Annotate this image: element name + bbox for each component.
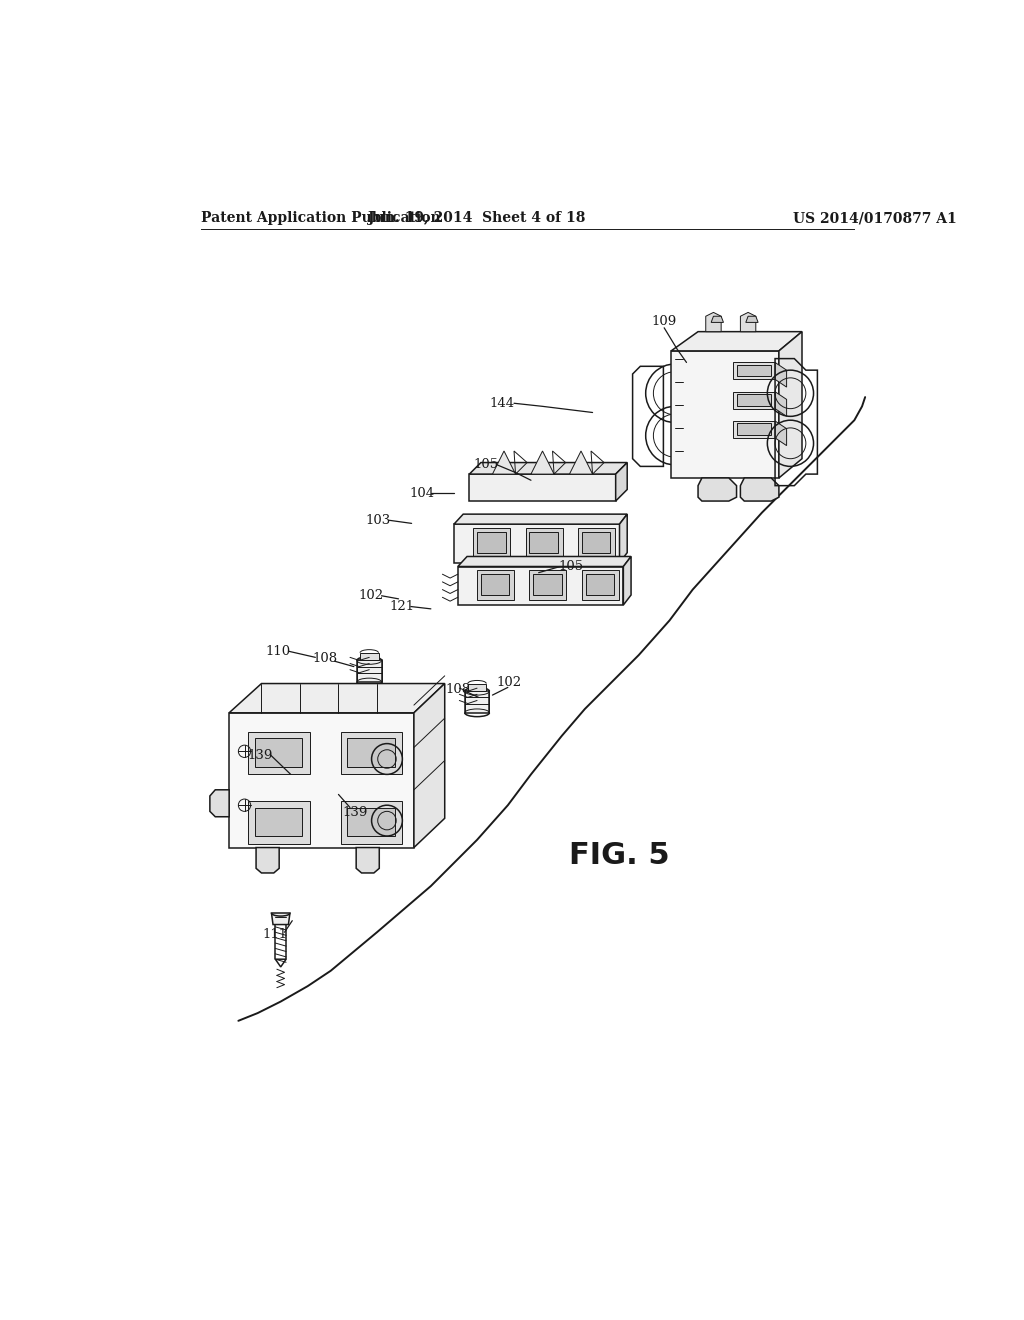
Text: 139: 139 bbox=[343, 807, 368, 820]
Text: FIG. 5: FIG. 5 bbox=[569, 841, 670, 870]
Text: 121: 121 bbox=[389, 601, 414, 612]
Polygon shape bbox=[624, 557, 631, 605]
Polygon shape bbox=[671, 331, 802, 351]
Polygon shape bbox=[736, 395, 771, 405]
Polygon shape bbox=[347, 808, 394, 836]
Text: 108: 108 bbox=[445, 684, 470, 696]
Polygon shape bbox=[582, 570, 618, 599]
Text: Jun. 19, 2014  Sheet 4 of 18: Jun. 19, 2014 Sheet 4 of 18 bbox=[369, 211, 586, 226]
Text: 105: 105 bbox=[474, 458, 499, 471]
Polygon shape bbox=[271, 913, 290, 924]
Polygon shape bbox=[711, 317, 724, 322]
Polygon shape bbox=[229, 713, 414, 847]
Text: US 2014/0170877 A1: US 2014/0170877 A1 bbox=[793, 211, 956, 226]
Polygon shape bbox=[458, 557, 631, 566]
Polygon shape bbox=[671, 351, 779, 478]
Polygon shape bbox=[481, 574, 509, 595]
Polygon shape bbox=[249, 801, 310, 843]
Polygon shape bbox=[255, 738, 302, 767]
Text: 102: 102 bbox=[358, 589, 383, 602]
Text: 105: 105 bbox=[558, 560, 584, 573]
Polygon shape bbox=[347, 738, 394, 767]
Polygon shape bbox=[465, 692, 489, 713]
Polygon shape bbox=[586, 574, 614, 595]
Polygon shape bbox=[736, 424, 771, 434]
Polygon shape bbox=[775, 363, 786, 387]
Polygon shape bbox=[493, 451, 515, 474]
Text: 108: 108 bbox=[312, 652, 337, 665]
Polygon shape bbox=[740, 313, 756, 331]
Text: 102: 102 bbox=[497, 676, 522, 689]
Polygon shape bbox=[256, 847, 280, 873]
Polygon shape bbox=[341, 801, 402, 843]
Polygon shape bbox=[706, 313, 721, 331]
Polygon shape bbox=[534, 574, 562, 595]
Polygon shape bbox=[210, 789, 229, 817]
Polygon shape bbox=[414, 684, 444, 847]
Polygon shape bbox=[357, 660, 382, 682]
Polygon shape bbox=[698, 478, 736, 502]
Text: 103: 103 bbox=[366, 513, 391, 527]
Text: 109: 109 bbox=[651, 315, 677, 329]
Polygon shape bbox=[733, 392, 775, 409]
Polygon shape bbox=[740, 478, 779, 502]
Polygon shape bbox=[529, 570, 566, 599]
Polygon shape bbox=[469, 462, 628, 474]
Polygon shape bbox=[469, 474, 615, 502]
Polygon shape bbox=[249, 733, 310, 775]
Polygon shape bbox=[531, 451, 554, 474]
Polygon shape bbox=[468, 684, 486, 692]
Polygon shape bbox=[775, 392, 786, 416]
Polygon shape bbox=[229, 684, 444, 713]
Polygon shape bbox=[360, 653, 379, 660]
Polygon shape bbox=[473, 528, 510, 557]
Polygon shape bbox=[578, 528, 614, 557]
Text: 110: 110 bbox=[266, 644, 291, 657]
Text: 111: 111 bbox=[263, 928, 288, 941]
Polygon shape bbox=[615, 462, 628, 502]
Polygon shape bbox=[736, 364, 771, 376]
Polygon shape bbox=[255, 808, 302, 836]
Polygon shape bbox=[454, 515, 628, 524]
Polygon shape bbox=[779, 331, 802, 478]
Polygon shape bbox=[341, 733, 402, 775]
Polygon shape bbox=[529, 532, 558, 553]
Text: 144: 144 bbox=[489, 397, 514, 409]
Polygon shape bbox=[454, 524, 620, 562]
Polygon shape bbox=[356, 847, 379, 873]
Text: 139: 139 bbox=[247, 748, 272, 762]
Text: 104: 104 bbox=[409, 487, 434, 500]
Polygon shape bbox=[477, 570, 514, 599]
Text: Patent Application Publication: Patent Application Publication bbox=[202, 211, 441, 226]
Polygon shape bbox=[733, 421, 775, 438]
Polygon shape bbox=[620, 515, 628, 562]
Polygon shape bbox=[477, 532, 506, 553]
Polygon shape bbox=[775, 421, 786, 446]
Polygon shape bbox=[458, 566, 624, 605]
Polygon shape bbox=[569, 451, 593, 474]
Polygon shape bbox=[745, 317, 758, 322]
Polygon shape bbox=[582, 532, 610, 553]
Polygon shape bbox=[525, 528, 562, 557]
Polygon shape bbox=[733, 363, 775, 379]
